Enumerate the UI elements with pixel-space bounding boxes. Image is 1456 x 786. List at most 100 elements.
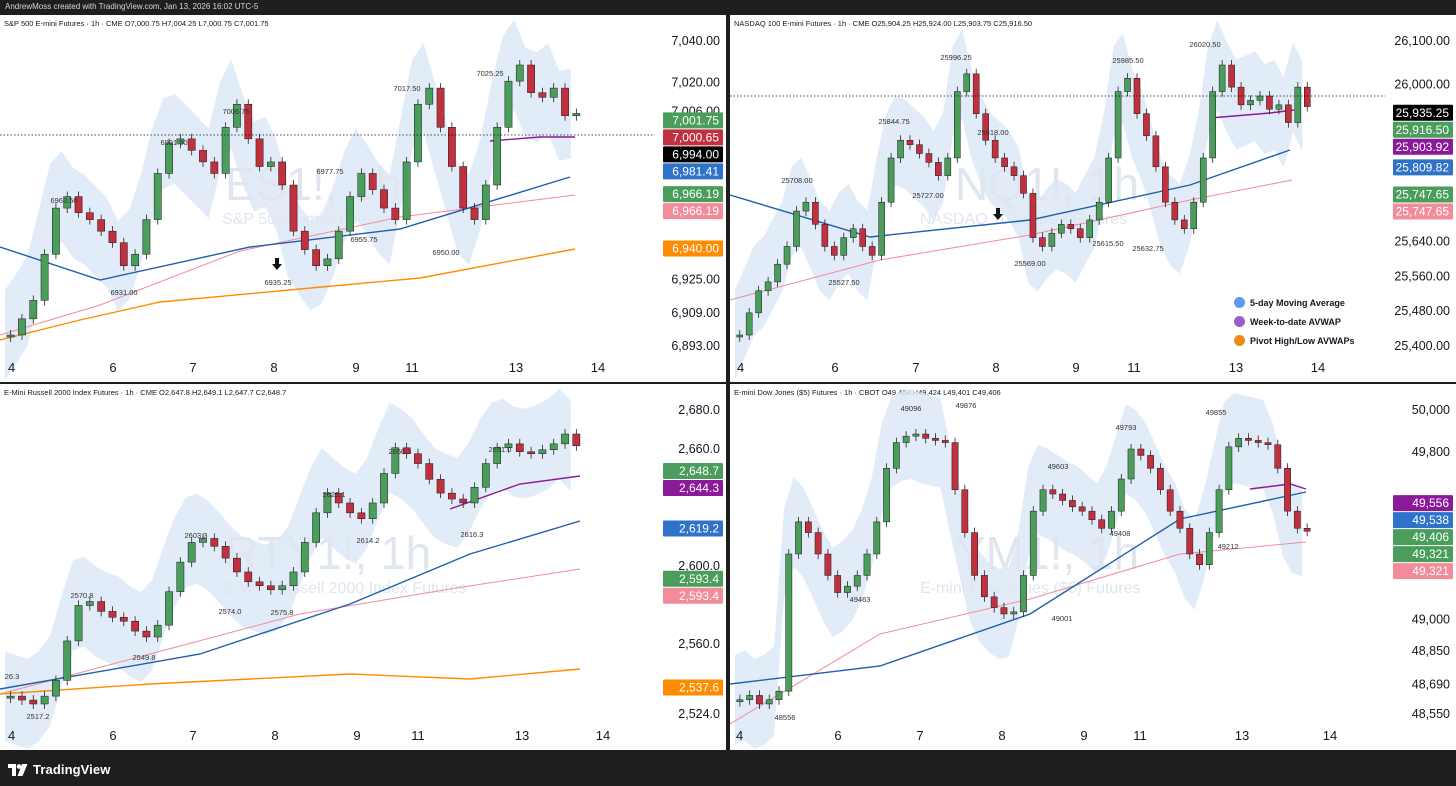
candle-body [515, 64, 524, 82]
chart-panel-ym[interactable]: E-mini Dow Jones ($5) Futures · 1h · CBO… [730, 384, 1456, 750]
x-axis-tick: 8 [992, 360, 999, 375]
candle-body [1039, 237, 1046, 247]
candle-body [765, 699, 773, 705]
x-axis-tick: 8 [998, 728, 1005, 743]
price-tag: 25,809.82 [1393, 159, 1453, 176]
price-tag-bg [1393, 546, 1453, 563]
candle-body [1069, 500, 1076, 508]
candle-body [844, 585, 851, 593]
pivot-annotation: 6950.00 [432, 248, 459, 257]
candle-body [538, 92, 547, 98]
candle-body [1076, 228, 1084, 238]
price-tag-bg [1393, 495, 1453, 512]
five-day-ma-line [0, 176, 571, 281]
chart-watermark: RTY1!, 1h [225, 527, 431, 579]
price-tag: 25,916.50 [1393, 121, 1453, 138]
candle-body [493, 127, 502, 186]
candle-body [108, 611, 117, 618]
candle-body [448, 492, 456, 500]
candle-body [746, 695, 754, 700]
candle-body [176, 561, 185, 592]
candle-body [527, 451, 535, 454]
candle-body [932, 438, 939, 441]
price-tag: 6,994.00 [663, 146, 723, 163]
candle-body [1124, 78, 1131, 92]
candle-body [821, 224, 829, 247]
y-axis-tick: 26,000.00 [1394, 78, 1450, 92]
y-axis-tick: 48,690 [1412, 678, 1450, 692]
candle-body [267, 161, 275, 167]
candle-body [785, 553, 793, 692]
candle-body [199, 538, 207, 543]
candle-body [97, 601, 106, 612]
candle-body [912, 433, 920, 437]
legend-dot-pivot [1234, 335, 1245, 346]
chart-panel-es[interactable]: S&P 500 E-mini Futures · 1h · CME O7,000… [0, 15, 726, 382]
y-axis-tick: 6,925.00 [671, 273, 720, 287]
y-axis-tick: 6,909.00 [671, 306, 720, 320]
candle-body [289, 184, 298, 232]
price-tag-bg [663, 587, 723, 604]
candle-body [18, 318, 26, 336]
chart-panel-rty[interactable]: E-Mini Russell 2000 Index Futures · 1h ·… [0, 384, 726, 750]
candle-body [1157, 468, 1164, 490]
candle-body [906, 139, 914, 145]
price-tag-label: 25,903.92 [1396, 140, 1450, 154]
price-tag: 49,406 [1393, 529, 1453, 546]
x-axis-tick: 4 [737, 360, 744, 375]
pivot-annotation: 6991.50 [160, 138, 187, 147]
candle-body [142, 630, 151, 638]
price-tag-label: 6,966.19 [672, 187, 719, 201]
candle-body [561, 87, 569, 117]
candle-body [941, 440, 949, 443]
candle-body [859, 228, 866, 247]
candle-body [29, 300, 38, 320]
pivot-annotation: 49855 [1206, 408, 1227, 417]
candle-body [165, 591, 173, 626]
x-axis-tick: 11 [1127, 360, 1141, 375]
price-tag-label: 25,935.25 [1396, 106, 1450, 120]
chart-title-ym: E-mini Dow Jones ($5) Futures · 1h · CBO… [734, 388, 1001, 397]
price-tag: 25,747.65 [1393, 186, 1453, 203]
candle-body [425, 463, 434, 480]
price-tag-bg [1393, 203, 1453, 220]
tradingview-logo-icon [8, 763, 28, 776]
price-tag-label: 49,321 [1412, 564, 1449, 578]
candle-body [1284, 468, 1291, 512]
chart-panel-nq[interactable]: NASDAQ 100 E-mini Futures · 1h · CME O25… [730, 15, 1456, 382]
pivot-annotation: 25569.00 [1014, 259, 1045, 268]
candle-body [1048, 232, 1056, 247]
price-tag-label: 49,538 [1412, 513, 1449, 527]
x-axis-tick: 11 [405, 360, 419, 375]
x-axis-tick: 13 [1229, 360, 1243, 375]
candle-body [878, 201, 885, 256]
tradingview-logo[interactable]: TradingView [8, 762, 110, 777]
price-tag-bg [663, 186, 723, 203]
price-tag-label: 2,593.4 [679, 572, 719, 586]
candle-body [834, 575, 842, 593]
candle-body [1256, 95, 1264, 101]
candle-body [40, 695, 49, 705]
chart-watermark-subtitle: NASDAQ 100 E-mini Futures [920, 211, 1127, 228]
candle-body [119, 617, 128, 622]
candle-body [982, 113, 989, 141]
candle-body [1137, 448, 1145, 456]
candle-body [561, 433, 569, 445]
candle-body [131, 620, 139, 632]
x-axis-tick: 4 [8, 728, 15, 743]
price-tag: 2,644.3 [663, 479, 723, 496]
pivot-high-avwap-line [0, 668, 581, 695]
entry-arrow-icon [272, 258, 282, 270]
candle-body [1264, 442, 1272, 445]
candle-body [902, 435, 910, 443]
price-tag-bg [663, 146, 723, 163]
candle-body [1162, 166, 1169, 203]
candle-body [312, 512, 320, 543]
price-tag: 7,000.65 [663, 129, 723, 146]
pivot-annotation: 49001 [1052, 614, 1073, 623]
x-axis-tick: 8 [270, 360, 277, 375]
pivot-annotation: 26020.50 [1189, 40, 1220, 49]
candle-body [925, 153, 933, 163]
candle-body [74, 196, 83, 213]
